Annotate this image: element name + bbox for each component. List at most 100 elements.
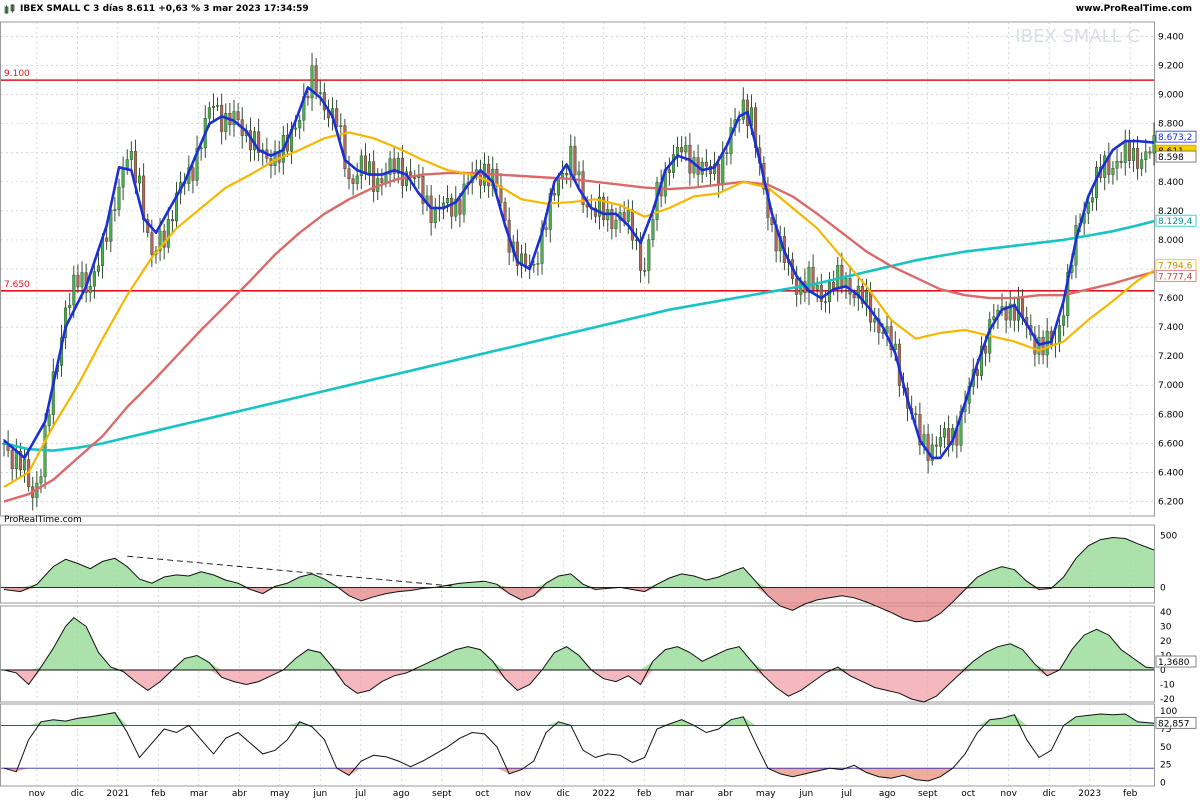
candle-body <box>647 239 651 271</box>
candle-body <box>815 285 819 290</box>
oscillator-1-area-negative <box>4 587 1154 622</box>
candle-body <box>614 219 618 229</box>
chart-header-title: IBEX SMALL C 3 días 8.611 +0,63 % 3 mar … <box>20 4 309 14</box>
y-tick-label: 9.000 <box>1158 91 1184 101</box>
panel-frame <box>0 524 1155 604</box>
candle-body <box>1148 151 1152 154</box>
candle-body <box>577 171 581 176</box>
candle-body <box>573 146 577 176</box>
candle-body <box>1136 147 1140 169</box>
candle-body <box>380 178 384 183</box>
candle-body <box>704 161 708 167</box>
panel-brand-label: ProRealTime.com <box>4 515 82 525</box>
watermark: IBEX SMALL C <box>1015 26 1140 47</box>
candle-body <box>92 271 96 287</box>
candle-body <box>565 172 569 176</box>
candle-body <box>877 318 881 333</box>
candle-body <box>72 274 76 306</box>
candle-body <box>684 145 688 153</box>
candle-body <box>174 192 178 222</box>
candle-body <box>257 131 261 154</box>
candle-body <box>1086 201 1090 214</box>
y-tick-label: 6.200 <box>1158 497 1184 507</box>
candle-body <box>351 178 355 184</box>
candle-body <box>1152 135 1156 154</box>
y-tick-label: 6.400 <box>1158 468 1184 478</box>
candle-body <box>343 125 347 169</box>
candle-body <box>88 285 92 293</box>
x-tick-label: jun <box>798 789 813 799</box>
x-tick-label: ago <box>393 789 410 799</box>
candle-body <box>544 227 548 230</box>
candle-body <box>80 272 84 288</box>
candle-body <box>23 459 27 471</box>
candles-icon <box>4 4 15 14</box>
site-url[interactable]: www.ProRealTime.com <box>1075 4 1192 14</box>
candle-body <box>980 345 984 376</box>
x-tick-label: mar <box>676 789 694 799</box>
candle-body <box>236 111 240 120</box>
candle-body <box>1041 336 1045 356</box>
last-value-tag <box>1155 269 1197 282</box>
candle-body <box>914 413 918 415</box>
last-value-label: 82,857 <box>1158 719 1190 729</box>
candle-body <box>852 293 856 299</box>
candle-body <box>314 65 318 94</box>
y-tick-label: 100 <box>1160 707 1177 717</box>
last-value-label: 8.129,4 <box>1158 217 1193 227</box>
y-tick-label: 7.000 <box>1158 381 1184 391</box>
candle-body <box>836 265 840 289</box>
candle-body <box>339 125 343 127</box>
x-tick-label: sept <box>918 789 938 799</box>
candle-body <box>1131 147 1135 161</box>
candle-body <box>503 202 507 221</box>
x-tick-label: nov <box>514 789 531 799</box>
x-tick-label: abr <box>232 789 247 799</box>
candle-body <box>532 264 536 266</box>
candle-body <box>807 266 811 293</box>
candle-body <box>191 167 195 181</box>
candle-body <box>667 169 671 173</box>
candle-body <box>848 278 852 295</box>
candle-body <box>18 451 22 471</box>
candle-body <box>811 266 815 290</box>
y-tick-label: 30 <box>1160 622 1172 632</box>
last-value-tag <box>1155 655 1197 668</box>
candle-body <box>1058 325 1062 344</box>
candle-body <box>392 158 396 174</box>
candle-body <box>372 161 376 192</box>
candle-body <box>150 232 154 255</box>
candle-body <box>984 345 988 354</box>
candle-body <box>96 265 100 272</box>
x-tick-label: ago <box>879 789 896 799</box>
candle-body <box>1012 303 1016 321</box>
candle-body <box>725 152 729 154</box>
y-tick-label: 500 <box>1160 531 1177 541</box>
candle-body <box>76 274 80 288</box>
candle-body <box>823 301 827 303</box>
candle-body <box>113 209 117 211</box>
candle-body <box>207 107 211 119</box>
candle-body <box>918 414 922 446</box>
y-tick-label: 6.800 <box>1158 410 1184 420</box>
x-tick-label: sept <box>432 789 452 799</box>
candle-body <box>211 105 215 108</box>
candle-body <box>721 152 725 185</box>
x-tick-label: dic <box>557 789 570 799</box>
y-tick-label: 25 <box>1160 761 1171 771</box>
candle-body <box>934 444 938 447</box>
sma-fast-line <box>3 86 1155 460</box>
candle-body <box>602 196 606 221</box>
y-tick-label: -20 <box>1160 695 1175 705</box>
candle-body <box>359 155 363 177</box>
y-tick-label: 40 <box>1160 608 1172 618</box>
candle-body <box>158 230 162 252</box>
candle-body <box>1111 167 1115 175</box>
candle-body <box>495 168 499 187</box>
candle-body <box>462 183 466 215</box>
candle-body <box>1123 140 1127 163</box>
x-tick-label: nov <box>1000 789 1017 799</box>
y-tick-label: 50 <box>1160 743 1172 753</box>
candle-body <box>881 332 885 334</box>
